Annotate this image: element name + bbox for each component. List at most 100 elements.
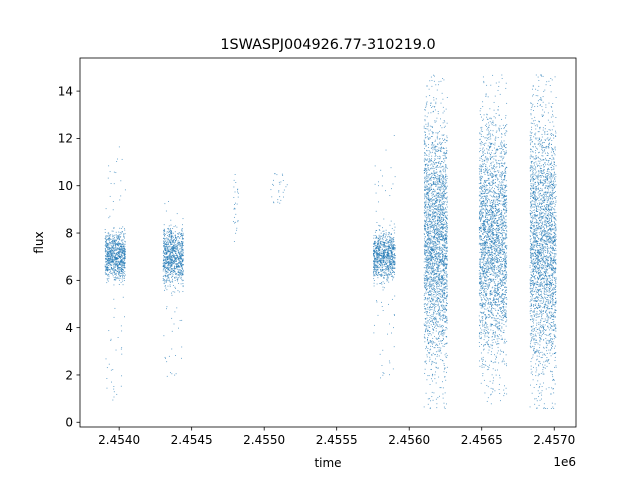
data-point: [114, 258, 116, 260]
data-point: [173, 267, 175, 269]
data-point: [177, 266, 179, 267]
data-point: [110, 264, 112, 266]
data-point: [176, 274, 178, 276]
data-point: [164, 259, 166, 261]
data-point: [279, 183, 281, 185]
data-point: [377, 252, 379, 254]
data-point: [107, 238, 109, 240]
data-point: [171, 248, 173, 250]
data-point: [181, 264, 183, 266]
data-point: [174, 268, 176, 270]
data-point: [385, 252, 387, 254]
data-point: [378, 256, 380, 258]
data-point: [425, 169, 427, 171]
data-point: [441, 276, 443, 278]
data-point: [443, 177, 445, 179]
data-point: [438, 219, 440, 221]
data-point: [124, 271, 126, 273]
data-point: [439, 175, 441, 177]
data-point: [109, 195, 111, 197]
data-point: [431, 222, 432, 224]
data-point: [446, 342, 448, 344]
data-point: [170, 239, 172, 241]
data-point: [119, 253, 121, 255]
data-point: [170, 259, 172, 261]
data-point: [111, 266, 112, 268]
data-point: [106, 247, 108, 249]
data-point: [439, 180, 440, 182]
data-point: [381, 237, 383, 239]
data-point: [375, 271, 377, 273]
data-point: [440, 102, 442, 104]
data-point: [108, 244, 110, 246]
data-point: [392, 237, 394, 239]
data-point: [429, 309, 431, 311]
data-point: [165, 243, 167, 245]
data-point: [374, 269, 376, 271]
data-point: [435, 295, 437, 297]
data-point: [424, 250, 426, 252]
data-point: [436, 200, 437, 201]
data-point: [440, 270, 441, 272]
data-point: [437, 303, 439, 305]
data-point: [381, 268, 383, 270]
data-point: [119, 269, 121, 271]
data-point: [435, 154, 437, 156]
data-point: [439, 351, 441, 353]
data-point: [427, 165, 428, 167]
data-point: [429, 384, 431, 385]
data-point: [433, 362, 435, 363]
data-point: [436, 229, 438, 231]
data-point: [176, 254, 178, 256]
data-point: [114, 278, 116, 280]
data-point: [425, 288, 427, 290]
data-point: [378, 244, 380, 246]
data-point: [429, 199, 431, 201]
data-point: [440, 143, 442, 145]
data-point: [237, 189, 238, 191]
data-point: [108, 256, 110, 258]
data-point: [162, 262, 164, 264]
data-point: [173, 249, 174, 250]
data-point: [439, 189, 441, 190]
data-point: [167, 268, 169, 270]
data-point: [425, 154, 427, 156]
data-point: [433, 285, 435, 286]
data-point: [437, 188, 439, 190]
data-point: [164, 203, 166, 205]
data-point: [425, 265, 427, 267]
data-point: [442, 240, 444, 242]
data-point: [437, 258, 439, 260]
data-point: [431, 216, 433, 218]
data-point: [115, 276, 116, 278]
data-point: [384, 263, 386, 265]
data-point: [443, 236, 445, 238]
data-point: [392, 257, 394, 259]
data-point: [170, 232, 171, 234]
data-point: [107, 267, 109, 269]
data-point: [178, 258, 180, 260]
data-point: [445, 219, 447, 221]
data-point: [425, 220, 427, 222]
data-point: [437, 238, 438, 240]
data-point: [439, 260, 441, 262]
data-point: [445, 299, 447, 301]
data-point: [433, 283, 435, 285]
data-point: [438, 198, 440, 200]
data-point: [432, 111, 434, 113]
data-point: [443, 330, 445, 332]
data-point: [171, 264, 173, 266]
data-point: [124, 253, 126, 255]
data-point: [424, 234, 425, 235]
data-point: [442, 277, 444, 279]
data-point: [427, 232, 429, 233]
data-point: [431, 184, 433, 185]
data-point: [445, 266, 447, 268]
data-point: [384, 256, 386, 258]
data-point: [381, 252, 383, 254]
data-point: [393, 253, 395, 255]
data-point: [439, 300, 441, 302]
data-point: [435, 248, 437, 250]
data-point: [182, 243, 184, 245]
data-point: [442, 317, 444, 319]
